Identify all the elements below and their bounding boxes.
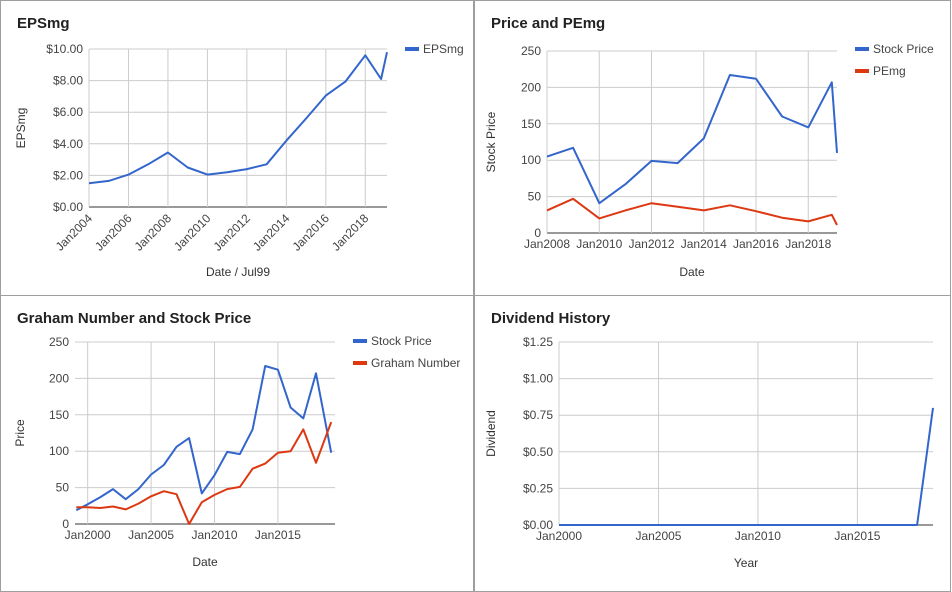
y-tick-label: $0.75 xyxy=(523,408,553,422)
y-tick-label: 200 xyxy=(521,80,541,94)
series-line-graham-number xyxy=(76,421,333,525)
x-tick-label: Jan2005 xyxy=(128,528,174,542)
y-tick-label: 50 xyxy=(56,481,70,495)
x-tick-label: Jan2015 xyxy=(255,528,301,542)
legend-label: Graham Number xyxy=(371,356,460,370)
x-tick-label: Jan2018 xyxy=(785,237,831,251)
x-tick-label: Jan2010 xyxy=(576,237,622,251)
y-tick-label: $6.00 xyxy=(53,105,83,119)
x-tick-label: Jan2000 xyxy=(536,529,582,543)
x-tick-label: Jan2015 xyxy=(834,529,880,543)
price-pemg-chart-panel: Price and PEmg 0 50 100 150 200 250 Jan2008 Jan… xyxy=(474,0,951,296)
chart-title: Dividend History xyxy=(491,310,611,327)
y-tick-label: 50 xyxy=(528,190,542,204)
y-axis-label: Stock Price xyxy=(484,111,498,172)
x-tick-label: Jan2006 xyxy=(92,211,135,254)
legend-label: Stock Price xyxy=(371,334,432,348)
x-tick-label: Jan2004 xyxy=(53,211,96,254)
x-tick-label: Jan2010 xyxy=(191,528,237,542)
y-tick-label: 250 xyxy=(521,44,541,58)
legend-swatch xyxy=(405,47,419,51)
x-tick-label: Jan2014 xyxy=(681,237,727,251)
x-tick-label: Jan2000 xyxy=(65,528,111,542)
y-tick-label: $10.00 xyxy=(46,42,83,56)
x-axis-label: Year xyxy=(734,556,758,570)
legend-label: PEmg xyxy=(873,64,906,78)
x-tick-label: Jan2010 xyxy=(171,211,214,254)
x-tick-label: Jan2008 xyxy=(524,237,570,251)
graham-chart-panel: Graham Number and Stock Price 0 50 100 150 2… xyxy=(0,295,474,592)
x-axis-label: Date xyxy=(192,555,218,569)
dividend-chart-svg: $0.00 $0.25 $0.50 $0.75 $1.00 $1.25 Jan2000 Jan… xyxy=(484,335,934,570)
series-line-stock-price xyxy=(75,365,333,512)
x-tick-label: Jan2008 xyxy=(132,211,175,254)
x-axis-label: Date xyxy=(679,265,705,279)
y-tick-label: $0.00 xyxy=(53,200,83,214)
x-tick-label: Jan2010 xyxy=(735,529,781,543)
y-tick-label: $4.00 xyxy=(53,137,83,151)
x-tick-label: Jan2012 xyxy=(628,237,674,251)
x-tick-label: Jan2016 xyxy=(289,211,332,254)
legend-swatch xyxy=(353,339,367,343)
legend-swatch xyxy=(855,47,869,51)
y-tick-label: 100 xyxy=(49,444,69,458)
y-tick-label: 150 xyxy=(521,117,541,131)
y-tick-label: 150 xyxy=(49,408,69,422)
price-pemg-chart-svg: 0 50 100 150 200 250 Jan2008 Jan2010 Jan2012 Jan2… xyxy=(484,42,934,279)
series-line-0 xyxy=(559,407,934,526)
chart-title: Graham Number and Stock Price xyxy=(17,310,252,327)
y-tick-label: 0 xyxy=(62,517,69,531)
chart-title: Price and PEmg xyxy=(491,15,606,32)
y-axis-label: EPSmg xyxy=(14,108,28,149)
x-tick-label: Jan2005 xyxy=(635,529,681,543)
y-tick-label: $8.00 xyxy=(53,74,83,88)
legend-swatch xyxy=(855,69,869,73)
y-tick-label: 100 xyxy=(521,153,541,167)
eps-chart-panel: EPSmg $0.00 $2.00 $4.00 $6.00 $8.00 $10.00 Jan… xyxy=(0,0,474,296)
x-tick-label: Jan2014 xyxy=(250,211,293,254)
x-tick-label: Jan2018 xyxy=(329,211,372,254)
eps-chart-svg: $0.00$2.00$4.00$6.00$8.00$10.00Jan2004Ja… xyxy=(14,42,464,279)
y-tick-label: 250 xyxy=(49,335,69,349)
y-tick-label: 0 xyxy=(534,226,541,240)
series-line-stock-price xyxy=(546,74,838,205)
y-axis-label: Price xyxy=(13,419,27,447)
dividend-chart-panel: Dividend History $0.00 $0.25 $0.50 $0.75 $1.… xyxy=(474,295,951,592)
y-tick-label: $2.00 xyxy=(53,168,83,182)
series-line-epsmg xyxy=(88,51,388,185)
x-tick-label: Jan2012 xyxy=(211,211,254,254)
y-tick-label: $0.50 xyxy=(523,445,553,459)
chart-title: EPSmg xyxy=(17,15,70,32)
x-axis-label: Date / Jul99 xyxy=(206,265,270,279)
graham-chart-svg: 0 50 100 150 200 250 Jan2000 Jan2005 Jan2010 Jan2… xyxy=(13,334,460,569)
x-tick-label: Jan2016 xyxy=(733,237,779,251)
y-tick-label: $0.00 xyxy=(523,518,553,532)
series-line-pemg xyxy=(546,197,838,226)
legend-label: EPSmg xyxy=(423,42,464,56)
y-tick-label: 200 xyxy=(49,371,69,385)
y-axis-label: Dividend xyxy=(484,410,498,457)
y-tick-label: $0.25 xyxy=(523,481,553,495)
legend-swatch xyxy=(353,361,367,365)
legend-label: Stock Price xyxy=(873,42,934,56)
y-tick-label: $1.25 xyxy=(523,335,553,349)
y-tick-label: $1.00 xyxy=(523,372,553,386)
